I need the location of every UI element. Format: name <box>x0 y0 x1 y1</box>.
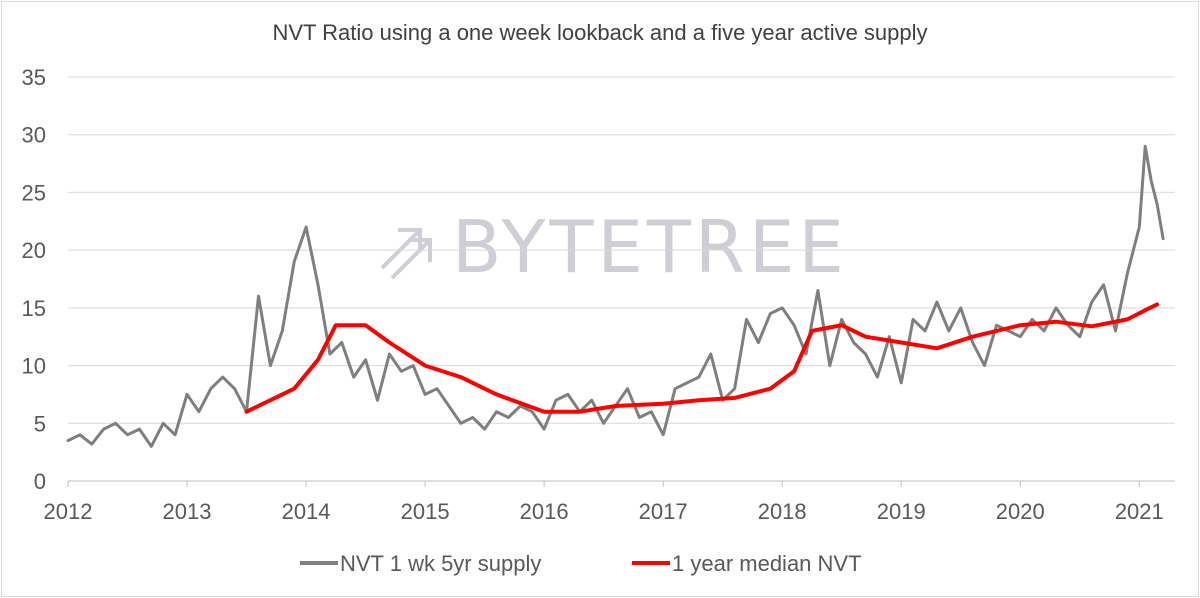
x-tick-label: 2019 <box>877 499 926 524</box>
x-tick-label: 2018 <box>758 499 807 524</box>
series-line-2 <box>244 302 1160 414</box>
x-tick-label: 2021 <box>1115 499 1164 524</box>
x-tick-label: 2013 <box>163 499 212 524</box>
y-tick-label: 0 <box>34 469 46 494</box>
series-layer <box>66 144 1165 448</box>
x-tick-label: 2017 <box>639 499 688 524</box>
legend: NVT 1 wk 5yr supply 1 year median NVT <box>300 551 862 576</box>
x-tick-label: 2014 <box>282 499 331 524</box>
y-tick-label: 35 <box>22 65 46 90</box>
y-tick-label: 15 <box>22 296 46 321</box>
x-axis: 2012 2013 2014 2015 2016 2017 2018 2019 2020 2021 <box>44 481 1164 524</box>
chart-title: NVT Ratio using a one week lookback and … <box>272 20 928 45</box>
y-tick-label: 20 <box>22 238 46 263</box>
x-tick-label: 2012 <box>44 499 93 524</box>
watermark: BYTETREE <box>380 205 848 289</box>
x-tick-label: 2020 <box>996 499 1045 524</box>
series-line-1 <box>66 144 1165 448</box>
y-tick-label: 25 <box>22 180 46 205</box>
legend-label: 1 year median NVT <box>672 551 862 576</box>
y-axis: 0 5 10 15 20 25 30 35 <box>22 65 46 494</box>
bytetree-logo-icon <box>380 228 432 280</box>
y-tick-label: 10 <box>22 354 46 379</box>
y-tick-label: 5 <box>34 411 46 436</box>
y-tick-label: 30 <box>22 123 46 148</box>
legend-label: NVT 1 wk 5yr supply <box>340 551 541 576</box>
x-tick-label: 2015 <box>401 499 450 524</box>
x-tick-label: 2016 <box>520 499 569 524</box>
grid <box>68 76 1175 482</box>
watermark-text: BYTETREE <box>452 205 848 289</box>
